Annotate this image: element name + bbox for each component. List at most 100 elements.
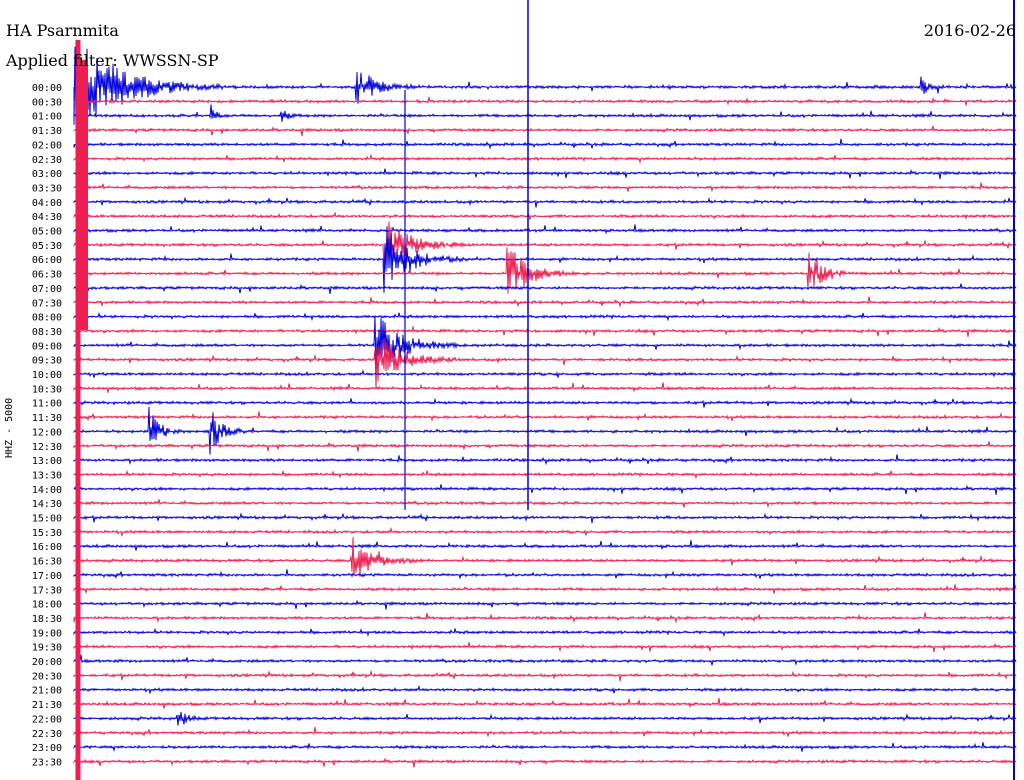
row-time-label: 16:30 [32, 557, 62, 568]
channel-axis-label: HHZ - 5000 [4, 397, 15, 458]
row-time-label: 19:00 [32, 628, 62, 639]
row-time-label: 11:30 [32, 413, 62, 424]
seismic-trace-row [73, 484, 1017, 495]
seismic-trace-row [73, 96, 1017, 106]
seismic-trace-row [73, 138, 1017, 150]
seismic-trace-row [73, 296, 1017, 308]
row-time-label: 21:00 [32, 686, 62, 697]
row-time-label: 13:30 [32, 470, 62, 481]
seismic-trace-row [73, 397, 1017, 408]
seismic-trace-row [73, 642, 1017, 652]
seismic-trace-row [73, 711, 1017, 726]
seismic-trace-row [73, 599, 1017, 610]
seismic-trace-row [73, 154, 1017, 164]
seismic-trace-row [73, 339, 1017, 389]
row-time-label: 17:30 [32, 585, 62, 596]
row-time-label: 23:00 [32, 743, 62, 754]
date-label: 2016-02-26 [923, 21, 1016, 40]
seismic-trace-row [73, 540, 1017, 551]
row-time-label: 18:30 [32, 614, 62, 625]
row-time-label: 00:30 [32, 97, 62, 108]
seismic-trace-row [73, 454, 1017, 466]
seismic-trace-row [73, 537, 1017, 577]
seismic-trace-row [73, 584, 1017, 595]
seismic-trace-row [73, 469, 1017, 480]
row-time-label: 17:00 [32, 571, 62, 582]
seismic-trace-row [73, 757, 1017, 768]
seismic-trace-row [73, 727, 1017, 738]
row-time-label: 22:00 [32, 714, 62, 725]
row-time-label: 18:00 [32, 600, 62, 611]
row-time-label: 05:00 [32, 227, 62, 238]
seismic-trace-row [73, 698, 1017, 709]
seismic-trace-row [73, 654, 1017, 666]
seismic-trace-row [73, 125, 1017, 137]
seismic-trace-row [73, 526, 1017, 536]
row-time-label: 20:30 [32, 671, 62, 682]
seismic-trace-row [73, 382, 1017, 393]
seismic-trace-row [73, 627, 1017, 638]
row-time-label: 08:00 [32, 313, 62, 324]
seismic-trace-row [73, 612, 1017, 624]
row-time-label: 09:00 [32, 341, 62, 352]
seismic-trace-row [73, 499, 1017, 509]
row-time-label: 01:00 [32, 112, 62, 123]
row-time-label: 02:00 [32, 140, 62, 151]
row-time-label: 07:30 [32, 298, 62, 309]
row-time-label: 03:30 [32, 183, 62, 194]
row-time-label: 12:30 [32, 442, 62, 453]
seismic-trace-row [73, 326, 1017, 337]
filter-label: Applied filter: WWSSN-SP [6, 51, 219, 70]
row-time-label: 11:00 [32, 399, 62, 410]
seismic-trace-row [73, 221, 1017, 270]
row-time-label: 06:30 [32, 270, 62, 281]
seismic-trace-row [73, 224, 1017, 236]
seismic-trace-row [73, 311, 1017, 322]
row-time-label: 05:30 [32, 241, 62, 252]
row-time-label: 16:00 [32, 542, 62, 553]
row-time-label: 04:00 [32, 198, 62, 209]
seismic-trace-row [73, 669, 1017, 682]
row-time-label: 10:00 [32, 370, 62, 381]
row-time-label: 14:30 [32, 499, 62, 510]
seismic-trace-row [73, 684, 1017, 694]
row-time-label: 23:30 [32, 757, 62, 768]
seismic-trace-row [73, 742, 1017, 752]
row-time-label: 12:00 [32, 427, 62, 438]
seismic-trace-row [73, 283, 1017, 294]
row-time-label: 19:30 [32, 643, 62, 654]
seismic-trace-row [73, 247, 1017, 294]
seismic-trace-row [73, 104, 1017, 122]
row-time-label: 22:30 [32, 729, 62, 740]
row-time-label: 15:00 [32, 514, 62, 525]
row-time-label: 02:30 [32, 155, 62, 166]
row-time-label: 03:00 [32, 169, 62, 180]
seismic-trace-row [73, 182, 1017, 193]
seismic-trace-row [73, 369, 1017, 378]
seismic-trace-row [73, 211, 1017, 220]
seismic-trace-row [73, 226, 1017, 293]
seismic-trace-row [73, 411, 1017, 422]
row-time-label: 09:30 [32, 356, 62, 367]
seismic-trace-row [73, 441, 1017, 452]
seismic-trace-row [73, 44, 1017, 133]
row-time-label: 21:30 [32, 700, 62, 711]
row-time-label: 08:30 [32, 327, 62, 338]
row-time-label: 10:30 [32, 384, 62, 395]
row-time-label: 20:00 [32, 657, 62, 668]
row-time-label: 06:00 [32, 255, 62, 266]
seismic-trace-row [73, 316, 1017, 372]
seismic-trace-row [73, 406, 1017, 455]
station-title: HA Psarnmita [6, 21, 119, 40]
row-time-label: 14:00 [32, 485, 62, 496]
seismic-trace-row [73, 512, 1017, 524]
row-time-label: 07:00 [32, 284, 62, 295]
seismic-trace-row [73, 196, 1017, 208]
row-time-label: 00:00 [32, 83, 62, 94]
row-time-label: 01:30 [32, 126, 62, 137]
seismic-trace-row [73, 569, 1017, 580]
row-time-label: 13:00 [32, 456, 62, 467]
seismic-trace-row [73, 168, 1017, 180]
row-time-label: 15:30 [32, 528, 62, 539]
